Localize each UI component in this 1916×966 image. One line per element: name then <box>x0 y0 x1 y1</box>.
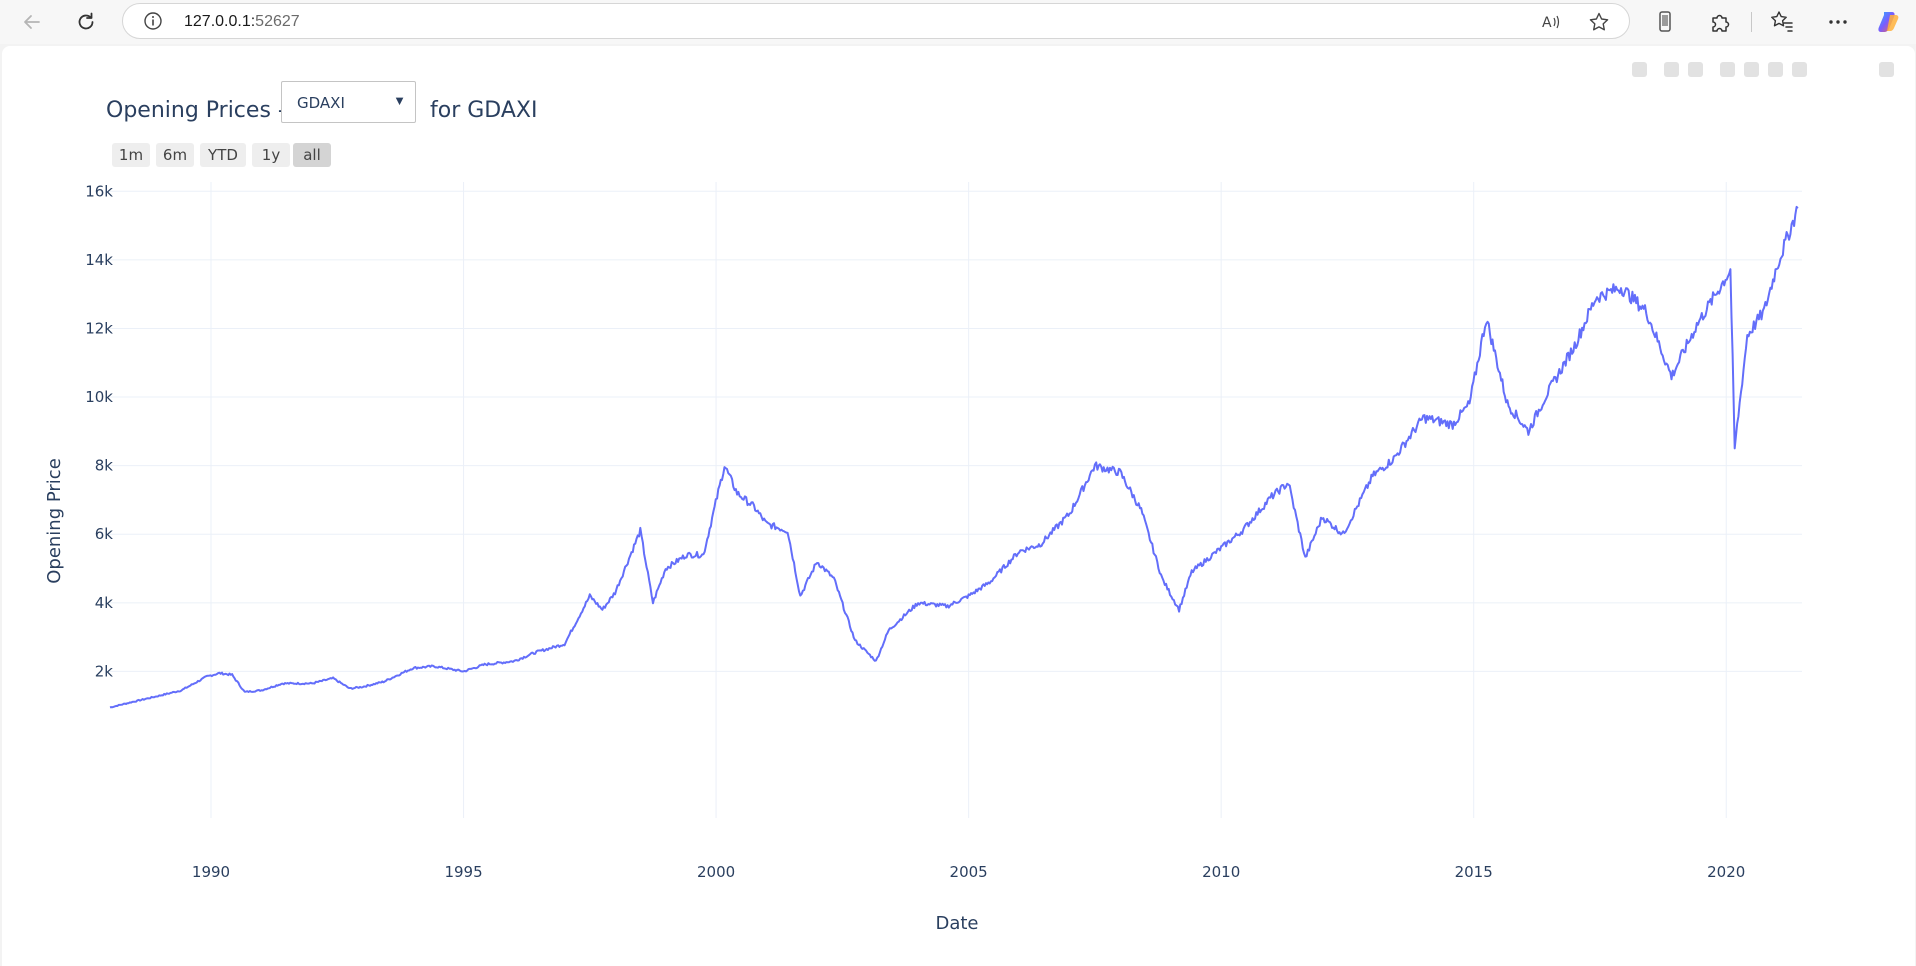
address-bar[interactable]: 127.0.0.1:52627 A <box>122 3 1630 39</box>
range-button-ytd[interactable]: YTD <box>200 143 246 167</box>
refresh-icon <box>78 12 94 30</box>
plot-modebar <box>1632 60 1894 80</box>
range-button-1m[interactable]: 1m <box>112 143 150 167</box>
zoom-icon[interactable] <box>1664 62 1679 77</box>
camera-icon[interactable] <box>1632 62 1647 77</box>
read-aloud-icon[interactable]: A <box>1540 11 1562 33</box>
series-line-gdaxi[interactable] <box>109 205 1799 709</box>
symbol-dropdown-value: GDAXI <box>297 94 345 112</box>
range-button-6m[interactable]: 6m <box>156 143 194 167</box>
refresh-button[interactable] <box>69 6 103 38</box>
chart-title: Opening Prices - <box>106 98 286 123</box>
x-grid <box>210 182 1727 818</box>
copilot-icon[interactable] <box>1876 9 1902 35</box>
x-axis-ticks: 1990 1995 2000 2005 2010 2015 2020 <box>192 863 1745 881</box>
line-chart[interactable]: 1990 1995 2000 2005 2010 2015 2020 2k 4k 6k 8k 10k… <box>2 46 1915 966</box>
y-tick-label: 6k <box>95 525 114 543</box>
y-tick-label: 14k <box>85 251 113 269</box>
browser-toolbar: 127.0.0.1:52627 A <box>0 0 1916 44</box>
x-tick-label: 2005 <box>950 863 988 881</box>
zoom-out-icon[interactable] <box>1744 62 1759 77</box>
zoom-in-icon[interactable] <box>1720 62 1735 77</box>
x-tick-label: 2015 <box>1455 863 1493 881</box>
pan-icon[interactable] <box>1688 62 1703 77</box>
page-content: Opening Prices - GDAXI ▼ for GDAXI 1m 6m… <box>2 46 1915 966</box>
url-port: 52627 <box>255 13 300 30</box>
x-tick-label: 2000 <box>697 863 735 881</box>
y-tick-label: 2k <box>95 662 114 680</box>
y-grid <box>110 190 1802 672</box>
back-arrow-icon <box>24 15 40 29</box>
x-tick-label: 2020 <box>1707 863 1745 881</box>
toolbar-separator <box>1751 12 1752 32</box>
star-icon[interactable] <box>1588 11 1610 33</box>
svg-text:A: A <box>1542 15 1552 31</box>
y-axis-title: Opening Price <box>44 458 65 584</box>
x-tick-label: 2010 <box>1202 863 1240 881</box>
y-axis-ticks: 2k 4k 6k 8k 10k 12k 14k 16k <box>85 182 113 680</box>
range-button-1y[interactable]: 1y <box>252 143 290 167</box>
info-icon[interactable] <box>143 11 163 31</box>
y-tick-label: 16k <box>85 182 113 200</box>
x-tick-label: 1995 <box>444 863 482 881</box>
range-button-all[interactable]: all <box>293 143 331 167</box>
back-button[interactable] <box>15 6 49 38</box>
series-group <box>109 205 1799 709</box>
autoscale-icon[interactable] <box>1768 62 1783 77</box>
phone-icon[interactable] <box>1652 9 1678 35</box>
y-tick-label: 8k <box>95 457 114 475</box>
chart-title-suffix: for GDAXI <box>430 98 538 123</box>
url-text[interactable]: 127.0.0.1:52627 <box>184 13 300 31</box>
symbol-dropdown[interactable]: GDAXI ▼ <box>281 81 416 123</box>
url-host: 127.0.0.1: <box>184 13 256 30</box>
favorites-icon[interactable] <box>1769 9 1795 35</box>
x-tick-label: 1990 <box>192 863 230 881</box>
more-icon[interactable] <box>1825 9 1851 35</box>
x-axis-title: Date <box>935 913 978 934</box>
y-tick-label: 4k <box>95 594 114 612</box>
reset-axes-icon[interactable] <box>1792 62 1807 77</box>
chevron-down-icon: ▼ <box>393 93 406 108</box>
plotly-logo-icon[interactable] <box>1879 62 1894 77</box>
y-tick-label: 10k <box>85 388 113 406</box>
y-tick-label: 12k <box>85 319 113 337</box>
puzzle-icon[interactable] <box>1708 9 1734 35</box>
